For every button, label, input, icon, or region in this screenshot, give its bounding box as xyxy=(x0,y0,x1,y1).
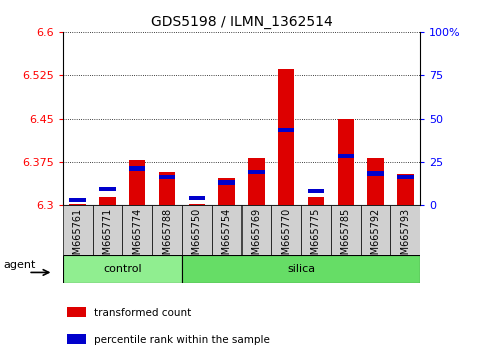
Bar xyxy=(331,205,361,255)
Text: GSM665793: GSM665793 xyxy=(400,208,411,267)
Bar xyxy=(218,180,235,184)
Bar xyxy=(129,160,145,205)
Bar xyxy=(67,307,86,317)
Text: percentile rank within the sample: percentile rank within the sample xyxy=(94,335,270,345)
Bar xyxy=(361,205,390,255)
Text: GSM665785: GSM665785 xyxy=(341,208,351,267)
Text: GSM665770: GSM665770 xyxy=(281,208,291,267)
Text: GSM665769: GSM665769 xyxy=(251,208,261,267)
Bar xyxy=(368,158,384,205)
Bar xyxy=(182,255,420,283)
Bar xyxy=(390,205,420,255)
Bar xyxy=(99,196,115,205)
Bar xyxy=(99,187,115,192)
Bar xyxy=(248,170,265,174)
Bar xyxy=(301,205,331,255)
Text: agent: agent xyxy=(3,260,36,270)
Text: GSM665771: GSM665771 xyxy=(102,208,113,267)
Bar xyxy=(368,171,384,176)
Bar xyxy=(248,158,265,205)
Bar xyxy=(338,154,354,159)
Bar xyxy=(212,205,242,255)
Bar xyxy=(63,255,182,283)
Text: GSM665774: GSM665774 xyxy=(132,208,142,267)
Text: GSM665750: GSM665750 xyxy=(192,208,202,267)
Bar xyxy=(338,119,354,205)
Text: transformed count: transformed count xyxy=(94,308,191,318)
Bar xyxy=(271,205,301,255)
Bar xyxy=(122,205,152,255)
Text: silica: silica xyxy=(287,264,315,274)
Bar xyxy=(278,128,294,132)
Bar xyxy=(182,205,212,255)
Bar xyxy=(129,166,145,171)
Text: GSM665761: GSM665761 xyxy=(72,208,83,267)
Bar xyxy=(242,205,271,255)
Bar xyxy=(159,172,175,205)
Bar xyxy=(189,196,205,200)
Bar xyxy=(63,205,93,255)
Text: GSM665792: GSM665792 xyxy=(370,208,381,267)
Bar xyxy=(397,173,413,205)
Bar xyxy=(278,69,294,205)
Bar xyxy=(93,205,122,255)
Bar xyxy=(218,178,235,205)
Bar xyxy=(70,198,86,202)
Bar xyxy=(308,189,324,193)
Bar xyxy=(70,204,86,205)
Title: GDS5198 / ILMN_1362514: GDS5198 / ILMN_1362514 xyxy=(151,16,332,29)
Bar xyxy=(159,175,175,179)
Bar xyxy=(308,196,324,205)
Text: GSM665788: GSM665788 xyxy=(162,208,172,267)
Bar xyxy=(67,333,86,344)
Bar xyxy=(397,175,413,179)
Text: GSM665754: GSM665754 xyxy=(222,208,232,267)
Bar xyxy=(189,204,205,205)
Bar xyxy=(152,205,182,255)
Text: control: control xyxy=(103,264,142,274)
Text: GSM665775: GSM665775 xyxy=(311,208,321,267)
